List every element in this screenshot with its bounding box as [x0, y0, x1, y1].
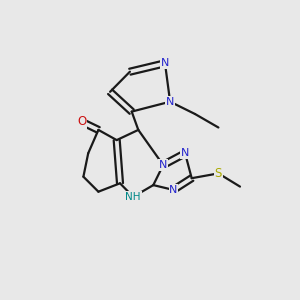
Text: N: N [166, 97, 174, 107]
Text: N: N [181, 148, 189, 158]
Text: NH: NH [125, 192, 141, 202]
Text: N: N [169, 185, 178, 195]
Text: N: N [161, 58, 169, 68]
Text: S: S [215, 167, 222, 180]
Text: N: N [159, 160, 167, 170]
Text: O: O [77, 115, 86, 128]
